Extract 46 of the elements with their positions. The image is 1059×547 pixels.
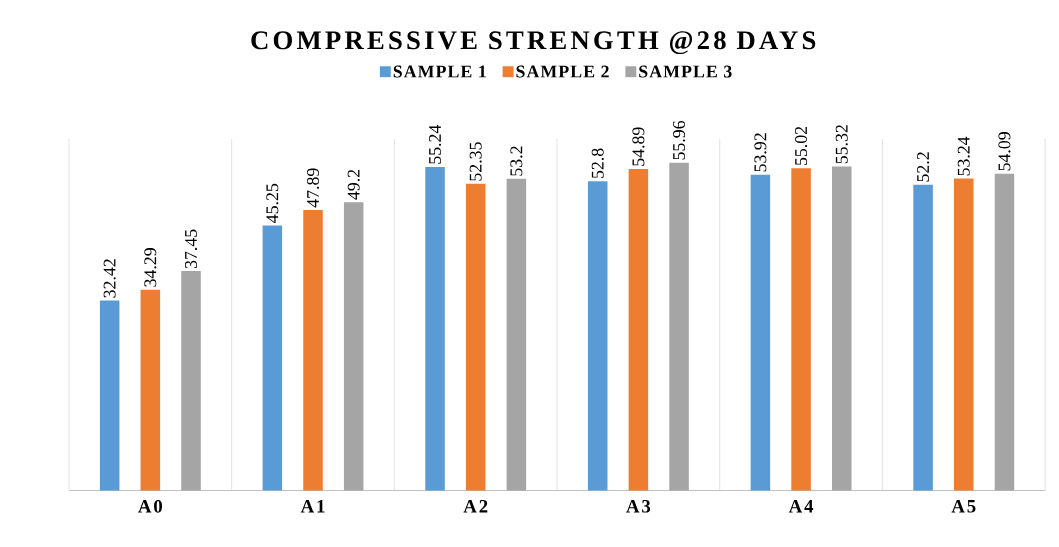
bar xyxy=(791,168,811,491)
bar xyxy=(343,202,364,491)
x-tick-label: A0 xyxy=(138,499,163,513)
bar xyxy=(587,181,608,491)
bar xyxy=(140,289,161,491)
data-label: 53.2 xyxy=(510,146,523,176)
data-label: 45.25 xyxy=(266,183,279,223)
bar xyxy=(506,178,527,491)
legend-label: SAMPLE 3 xyxy=(639,65,732,78)
chart-title: COMPRESSIVE STRENGTH @28 DAYS xyxy=(251,31,816,55)
legend-label: SAMPLE 1 xyxy=(393,65,486,78)
data-label: 37.45 xyxy=(184,229,198,269)
legend-label: SAMPLE 2 xyxy=(516,65,609,78)
x-tick-label: A2 xyxy=(463,499,488,513)
data-label: 32.42 xyxy=(103,259,116,298)
x-tick-label: A4 xyxy=(788,499,814,513)
bar xyxy=(99,300,120,491)
data-label: 47.89 xyxy=(306,168,320,208)
data-label: 54.09 xyxy=(998,132,1011,171)
data-label: 34.29 xyxy=(144,248,157,287)
bar xyxy=(913,184,933,491)
data-label: 53.24 xyxy=(957,136,970,176)
bar xyxy=(628,168,649,491)
bar xyxy=(831,166,852,491)
bar xyxy=(994,173,1015,491)
data-label: 53.92 xyxy=(754,133,767,172)
x-tick-label: A1 xyxy=(300,499,325,513)
x-tick-label: A3 xyxy=(626,499,651,513)
bar xyxy=(303,209,323,491)
bar xyxy=(954,178,974,491)
data-label: 55.96 xyxy=(673,120,686,160)
data-label: 55.32 xyxy=(835,125,848,164)
bar xyxy=(181,271,201,491)
bar xyxy=(465,183,486,491)
bar xyxy=(750,174,771,491)
bar xyxy=(669,162,689,491)
data-label: 52.35 xyxy=(469,142,482,181)
bar xyxy=(262,225,283,491)
bar xyxy=(425,166,445,491)
data-label: 49.2 xyxy=(347,169,360,200)
data-label: 55.02 xyxy=(795,126,808,165)
x-tick-label: A5 xyxy=(951,499,976,513)
data-label: 55.24 xyxy=(429,124,442,164)
data-label: 52.8 xyxy=(591,148,604,178)
data-label: 52.2 xyxy=(917,152,930,182)
data-label: 54.89 xyxy=(632,127,645,166)
